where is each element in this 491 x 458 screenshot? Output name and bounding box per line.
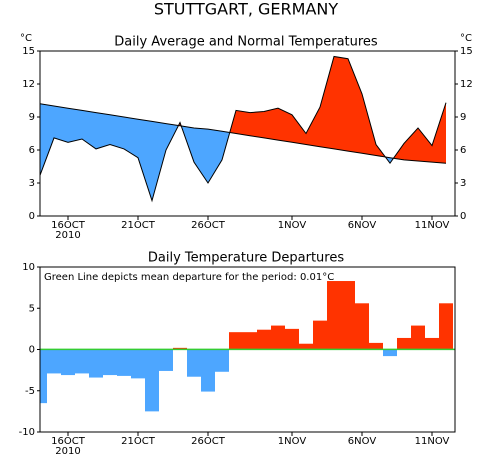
y2-tick-label: 15 <box>460 46 473 57</box>
x-tick-label: 6NOV <box>348 220 377 231</box>
departure-fill <box>152 121 166 201</box>
x-tick-label: 1NOV <box>278 220 307 231</box>
departure-fill <box>124 117 138 158</box>
bar <box>341 281 355 350</box>
series-line <box>40 55 447 203</box>
x-tick-label: 21OCT <box>121 436 156 447</box>
y-tick-label: 0 <box>29 345 35 356</box>
bar <box>201 349 215 392</box>
bar <box>411 325 425 350</box>
x-tick-label: 26OCT <box>191 436 226 447</box>
bar <box>383 349 397 357</box>
y2-tick-label: 9 <box>460 112 466 123</box>
bar <box>89 349 103 378</box>
y2-tick-label: 3 <box>460 178 466 189</box>
bar <box>103 349 117 376</box>
y-tick-label: 5 <box>29 303 35 314</box>
x-tick-label: 11NOV <box>415 220 450 231</box>
x-tick-label: 16OCT <box>51 436 86 447</box>
departure-fill <box>264 108 278 141</box>
y2-tick-label: 12 <box>460 79 473 90</box>
bar <box>40 349 47 404</box>
page-title: STUTTGART, GERMANY <box>154 0 338 19</box>
departure-fill <box>138 119 152 201</box>
bar <box>271 325 285 350</box>
y-tick-label: 12 <box>22 79 35 90</box>
y-tick-label: -10 <box>19 427 35 438</box>
departure-fill <box>96 112 110 149</box>
departure-fill <box>348 58 362 154</box>
bar <box>187 349 201 377</box>
year-label: 2010 <box>55 446 80 457</box>
y-tick-label: 3 <box>29 178 35 189</box>
bar <box>397 337 411 350</box>
departure-fill <box>306 107 320 147</box>
chart-title: Daily Average and Normal Temperatures <box>114 35 378 50</box>
departure-fill <box>208 129 222 183</box>
bar <box>75 349 89 374</box>
y2-tick-label: 0 <box>460 211 466 222</box>
series-line <box>40 103 447 164</box>
departure-fill <box>236 110 250 136</box>
x-tick-label: 1NOV <box>278 436 307 447</box>
bar <box>47 349 61 374</box>
departure-fill <box>82 110 96 149</box>
departure-fill <box>68 108 82 143</box>
bar <box>327 281 341 350</box>
bar <box>131 349 145 379</box>
bar <box>355 303 369 350</box>
departure-fill <box>110 114 124 149</box>
bar <box>313 320 327 350</box>
plot-area <box>40 55 447 203</box>
departure-fill <box>418 128 432 163</box>
bar <box>117 349 131 376</box>
bar <box>425 337 439 350</box>
departure-fill <box>54 106 68 143</box>
bar <box>439 303 453 350</box>
chart-title: Daily Temperature Departures <box>148 251 344 266</box>
x-tick-label: 6NOV <box>348 436 377 447</box>
y2-unit: °C <box>460 33 472 44</box>
y-unit: °C <box>20 33 32 44</box>
annotation: Green Line depicts mean departure for th… <box>44 272 334 283</box>
y2-tick-label: 6 <box>460 145 466 156</box>
departure-fill <box>334 56 348 152</box>
departure-fill <box>194 128 208 183</box>
x-tick-label: 21OCT <box>121 220 156 231</box>
bar <box>159 349 173 371</box>
y-tick-label: 15 <box>22 46 35 57</box>
bar <box>243 332 257 350</box>
plot-frame <box>39 266 456 433</box>
x-tick-label: 26OCT <box>191 220 226 231</box>
bar <box>369 342 383 350</box>
plot-frame <box>39 50 456 217</box>
departure-fill <box>292 114 306 145</box>
plot-area <box>40 281 455 412</box>
departure-fill <box>432 102 446 164</box>
y-tick-label: 10 <box>22 262 35 273</box>
x-tick-label: 16OCT <box>51 220 86 231</box>
bar <box>215 349 229 372</box>
departure-fill <box>40 103 54 176</box>
y-tick-label: -5 <box>25 386 35 397</box>
departure-fill <box>278 108 292 143</box>
departure-fill <box>362 93 376 156</box>
x-tick-label: 11NOV <box>415 436 450 447</box>
y-tick-label: 0 <box>29 211 35 222</box>
bar <box>145 349 159 412</box>
departure-fill <box>250 111 264 138</box>
y-tick-label: 6 <box>29 145 35 156</box>
bar <box>285 328 299 350</box>
departure-fill <box>320 56 334 149</box>
y-tick-label: 9 <box>29 112 35 123</box>
year-label: 2010 <box>55 230 80 241</box>
bar <box>229 332 243 350</box>
bar <box>299 343 313 350</box>
bar <box>61 349 75 376</box>
departure-fill <box>404 128 418 161</box>
bar <box>257 329 271 350</box>
